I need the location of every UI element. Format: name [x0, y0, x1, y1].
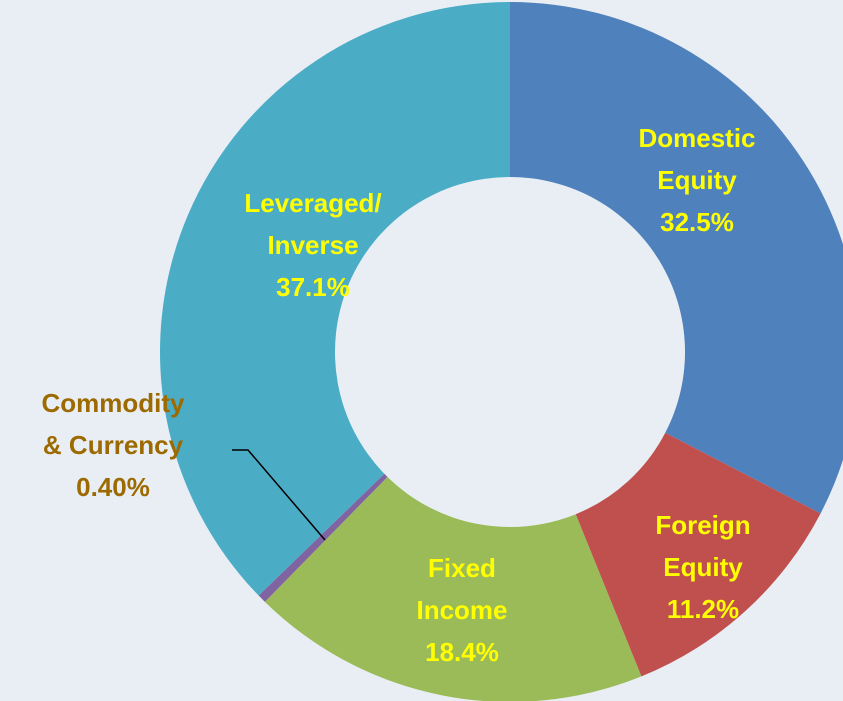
value-label: 18.4% — [425, 637, 499, 667]
donut-segment — [160, 2, 510, 596]
donut-segment — [264, 476, 642, 701]
donut-segment — [575, 432, 821, 677]
donut-segment — [510, 2, 843, 514]
value-label: 37.1% — [276, 272, 350, 302]
value-label: 0.40% — [76, 472, 150, 502]
segment-label: Domestic Equity 32.5% — [638, 117, 755, 243]
category-label: Foreign Equity — [655, 510, 751, 582]
segment-label: Leveraged/ Inverse 37.1% — [244, 182, 381, 308]
leader-line — [232, 449, 326, 541]
category-label: Fixed Income — [416, 553, 508, 625]
segment-label: Foreign Equity 11.2% — [655, 504, 750, 630]
category-label: Leveraged/ Inverse — [244, 188, 382, 260]
segment-label: Commodity & Currency 0.40% — [42, 382, 185, 508]
value-label: 32.5% — [660, 207, 734, 237]
segment-label: Fixed Income 18.4% — [416, 547, 507, 673]
category-label: Domestic Equity — [638, 123, 756, 195]
value-label: 11.2% — [666, 594, 740, 624]
category-label: Commodity & Currency — [41, 388, 185, 460]
